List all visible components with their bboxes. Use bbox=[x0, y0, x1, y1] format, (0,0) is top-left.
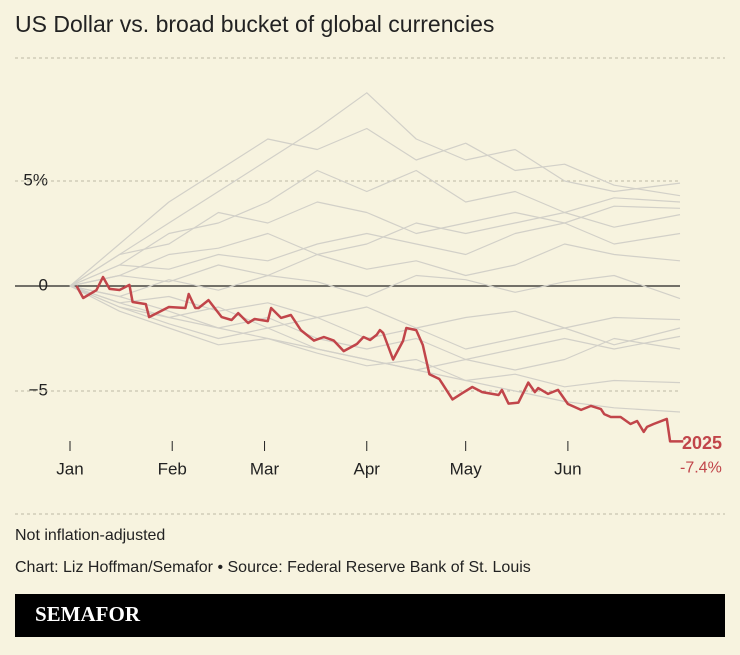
y-tick-label: −5 bbox=[29, 380, 48, 399]
highlight-line bbox=[75, 275, 684, 443]
series-label: 2025 bbox=[682, 433, 722, 453]
x-tick-label: Mar bbox=[250, 459, 280, 478]
x-tick-label: May bbox=[450, 459, 483, 478]
y-tick-label: 5% bbox=[23, 170, 48, 189]
line bbox=[69, 285, 681, 413]
x-tick-label: Apr bbox=[354, 459, 381, 478]
line bbox=[69, 92, 681, 287]
y-tick-label: 0 bbox=[39, 275, 48, 294]
end-label: -7.4% bbox=[680, 460, 722, 477]
line bbox=[69, 243, 681, 287]
line bbox=[69, 285, 681, 388]
brand-bar bbox=[15, 594, 725, 637]
line bbox=[69, 285, 681, 361]
x-tick-label: Jan bbox=[56, 459, 83, 478]
line bbox=[69, 222, 681, 287]
x-tick-label: Jun bbox=[554, 459, 581, 478]
line bbox=[69, 127, 681, 287]
brand: SEMAFOR bbox=[35, 602, 141, 626]
note: Not inflation-adjusted bbox=[15, 527, 165, 544]
line bbox=[69, 274, 681, 300]
line bbox=[69, 211, 681, 287]
chart-title: US Dollar vs. broad bucket of global cur… bbox=[15, 11, 494, 37]
credit: Chart: Liz Hoffman/Semafor • Source: Fed… bbox=[15, 559, 531, 576]
x-tick-label: Feb bbox=[158, 459, 187, 478]
